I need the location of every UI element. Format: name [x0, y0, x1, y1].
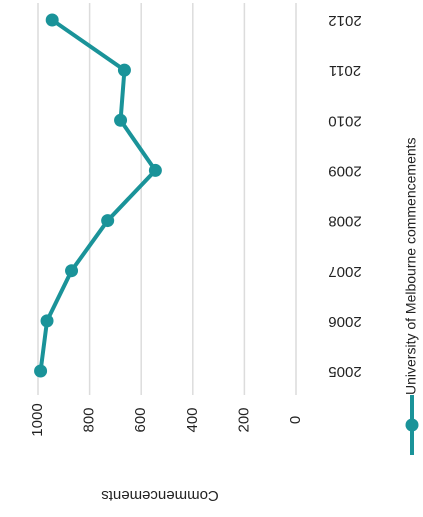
x-tick-label: 2012 — [328, 12, 361, 29]
point — [114, 113, 128, 127]
y-tick-label: 600 — [132, 407, 149, 432]
line — [38, 18, 158, 372]
x-tick-label: 2009 — [328, 162, 361, 179]
y-tick-label: 0 — [287, 416, 304, 424]
x-tick-label: 2005 — [328, 363, 361, 380]
point — [101, 214, 115, 228]
x-tick-label: 2007 — [328, 263, 361, 280]
point — [40, 314, 54, 328]
point — [34, 364, 48, 378]
y-tick-label: 200 — [235, 407, 252, 432]
x-tick-label: 2006 — [328, 313, 361, 330]
axis-title: Commencements — [101, 487, 219, 504]
x-tick-label: 2010 — [328, 112, 361, 129]
x-tick-label: 2011 — [329, 62, 361, 79]
point — [65, 264, 79, 278]
y-tick-label: 400 — [184, 407, 201, 432]
y-tick-label: 800 — [81, 407, 98, 432]
legend-label: University of Melbourne commencements — [403, 137, 419, 395]
point — [45, 13, 59, 27]
point — [117, 63, 131, 77]
point — [148, 163, 162, 177]
y-tick-label: 1000 — [29, 403, 46, 436]
x-tick-label: 2008 — [328, 213, 361, 230]
legend-marker — [405, 418, 419, 432]
